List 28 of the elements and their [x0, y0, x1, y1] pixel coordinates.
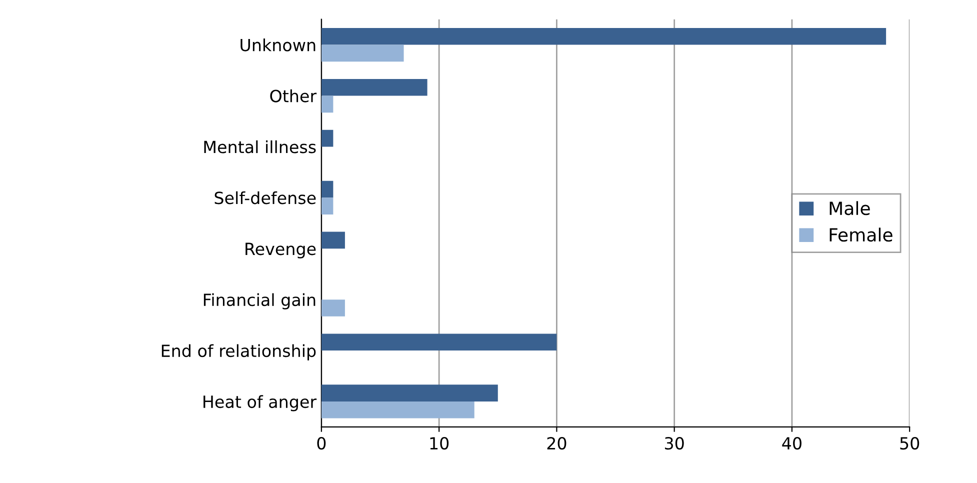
x-tick-label: 50 — [900, 436, 920, 450]
bar — [321, 44, 404, 62]
bar — [321, 401, 474, 418]
x-tick-label: 10 — [430, 436, 449, 450]
y-tick-label: Heat of anger — [204, 395, 317, 412]
y-tick-label: Self-defense — [214, 191, 316, 204]
x-tick-label: 30 — [664, 436, 684, 450]
y-tick-label: Financial gain — [204, 293, 316, 310]
bar — [321, 28, 886, 45]
y-tick-label: Unknown — [240, 38, 316, 52]
legend-label: Male — [830, 201, 870, 216]
bar — [321, 96, 334, 113]
bar — [321, 300, 345, 316]
y-tick-label: Mental illness — [204, 140, 316, 154]
y-tick-label: Other — [270, 89, 317, 102]
y-tick-label: Revenge — [246, 242, 316, 258]
x-tick-label: 20 — [547, 436, 566, 450]
bar — [321, 130, 334, 147]
bar — [321, 232, 345, 249]
bar — [321, 78, 428, 96]
bar — [321, 198, 334, 214]
x-tick-label: 40 — [782, 436, 802, 450]
bar — [321, 180, 334, 198]
legend-label: Female — [830, 228, 892, 242]
bar — [321, 334, 557, 351]
bar — [321, 384, 498, 402]
x-tick-label: 0 — [317, 436, 326, 450]
y-tick-label: End of relationship — [162, 344, 316, 360]
